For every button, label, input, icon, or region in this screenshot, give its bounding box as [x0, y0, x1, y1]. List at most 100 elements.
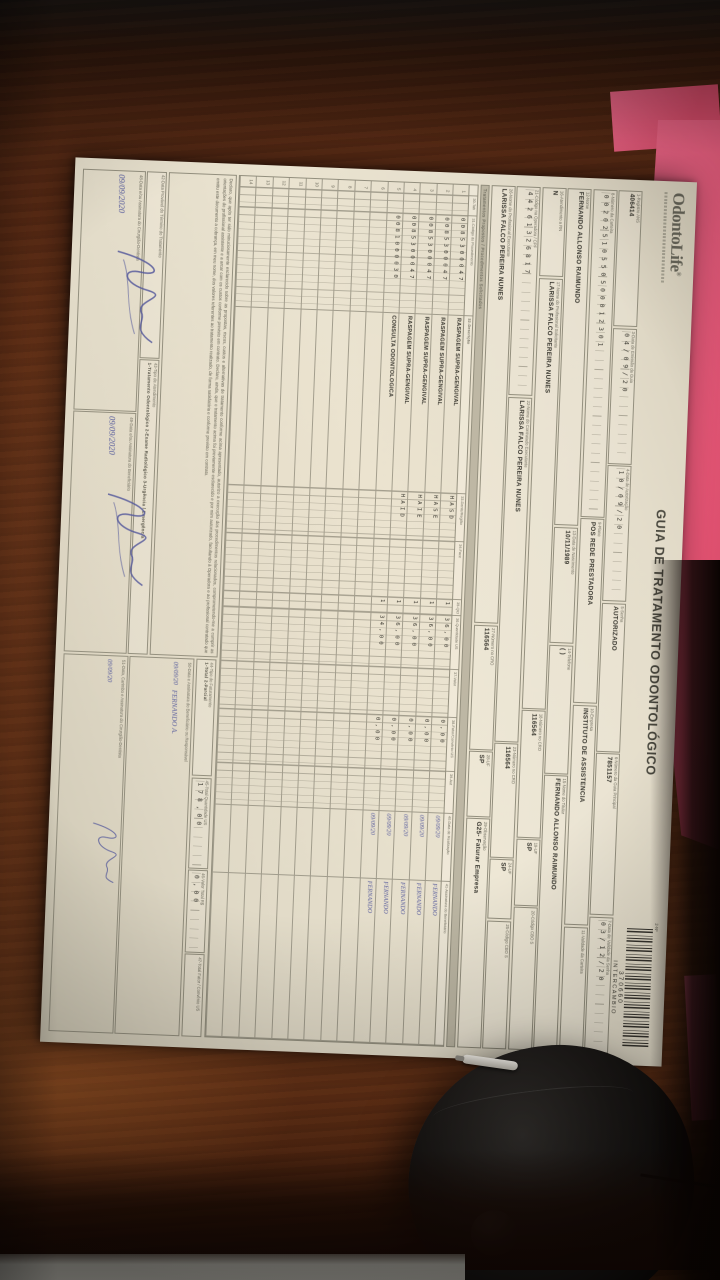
- handwritten-name: FERNANDO A.: [169, 689, 178, 734]
- row-number: 1: [452, 184, 469, 197]
- row-number: 11: [289, 178, 305, 190]
- completion-date-cell: [228, 805, 247, 874]
- tooth-region-cell: HASD: [439, 493, 457, 542]
- tooth-region-cell: [242, 485, 260, 535]
- aut-cell: [428, 771, 446, 814]
- document-wrapper: OdontoLife® GUIA DE TRATAMENTO ODONTOLÓG…: [39, 157, 697, 1067]
- us-quantity-cell: [237, 607, 255, 662]
- form-field: 28-UF SP: [465, 751, 493, 818]
- dental-treatment-guide-form: OdontoLife® GUIA DE TRATAMENTO ODONTOLÓG…: [39, 157, 697, 1067]
- row-number: 10: [305, 178, 322, 191]
- completion-date-cell: 09/09/20: [359, 810, 378, 880]
- aut-cell: [297, 765, 315, 809]
- tooth-region-cell: HASE: [422, 492, 440, 542]
- handwritten-signature: FERNANDO: [414, 882, 422, 916]
- quantity-cell: [305, 593, 322, 611]
- face-cell: [420, 540, 439, 600]
- value-cell: [399, 667, 417, 717]
- us-quantity-cell: [302, 609, 321, 665]
- tooth-region-cell: [357, 490, 375, 539]
- shadow-right: [650, 560, 720, 1280]
- col-header-value: 37-Valor: [448, 669, 459, 719]
- barcode: [621, 928, 653, 1050]
- value-cell: [268, 662, 286, 712]
- bottom-left-column: Declaro, que após ter sido minuciosament…: [63, 168, 237, 658]
- form-field: 7-Data de Validade da Senha 03/12/20: [583, 916, 614, 1054]
- face-cell: [272, 534, 291, 594]
- completion-date-cell: 09/09/20: [408, 812, 428, 881]
- field-value: SP: [477, 754, 485, 764]
- form-field: 27-Número no CRO 116564: [468, 624, 498, 751]
- handwritten-date: 09/09/20: [417, 814, 425, 837]
- aut-cell: [378, 769, 397, 812]
- row-number: 5: [387, 181, 404, 194]
- row-number: 7: [354, 180, 371, 193]
- row-number: 14: [239, 176, 256, 188]
- factor-cell: [265, 710, 284, 766]
- form-field: 19-UF SP: [513, 838, 540, 907]
- value-cell: [235, 661, 253, 710]
- tooth-region-cell: [275, 486, 293, 536]
- face-cell: [403, 539, 422, 599]
- col-header-tooth-region: 33-Dente/Região: [455, 493, 466, 543]
- us-quantity-cell: [319, 610, 337, 666]
- form-field: 14-Telefone ( ): [544, 644, 574, 775]
- aut-cell: [215, 762, 233, 806]
- completion-date-cell: [277, 807, 297, 876]
- aut-cell: [231, 763, 249, 806]
- bottom-right-column: 44-Tipo do Faturamento 1-Total 2-Parcial…: [47, 653, 217, 1038]
- quantity-cell: [288, 593, 305, 610]
- row-number: 6: [371, 181, 387, 193]
- value-cell: [300, 663, 319, 713]
- completion-date-cell: [343, 809, 362, 879]
- form-field: 1-Registro ANS 406414: [613, 190, 643, 328]
- aut-cell: [280, 765, 298, 808]
- odontolife-logo: OdontoLife®: [658, 192, 688, 363]
- factor-cell: [233, 709, 251, 764]
- signature-field: 48-Data e/ou Assinatura do Cirurgião-Den…: [72, 168, 156, 412]
- completion-date-cell: [294, 807, 313, 877]
- value-cell: [317, 664, 335, 714]
- us-quantity-cell: [220, 606, 239, 662]
- col-header-aut: 39-Aut: [444, 771, 455, 815]
- value-cell: [219, 660, 237, 710]
- factor-cell: [298, 711, 317, 767]
- completion-date-cell: [261, 806, 280, 876]
- tooth-region-cell: [373, 490, 391, 540]
- tab-cell: [304, 189, 321, 211]
- form-field: 11-Validade da Carteira: [558, 926, 588, 1053]
- value-cell: [382, 667, 401, 716]
- completion-date-cell: [212, 804, 231, 874]
- us-quantity-cell: 34,00: [368, 612, 386, 668]
- signature-field: 50-Data e Assinatura do Beneficiário ou …: [114, 656, 195, 1037]
- value-cell: [251, 661, 270, 711]
- us-quantity-cell: 36,00: [384, 613, 403, 668]
- table-body: 1 0085300047 RASPAGEM SUPRA-GENGIVAL HAS…: [204, 175, 469, 1046]
- factor-cell: [331, 713, 350, 768]
- quantity-cell: [239, 591, 256, 608]
- field-value: SP: [498, 862, 507, 872]
- row-number: 13: [256, 176, 273, 189]
- tab-cell: [435, 194, 452, 216]
- tooth-region-cell: [307, 488, 326, 537]
- us-quantity-cell: [351, 611, 370, 667]
- tab-cell: [370, 192, 387, 213]
- face-cell: [305, 536, 324, 595]
- row-number: 12: [272, 177, 289, 189]
- us-quantity-cell: 36,00: [417, 614, 436, 670]
- aut-cell: [411, 770, 429, 814]
- face-cell: [223, 532, 242, 592]
- aut-cell: [264, 764, 282, 808]
- tooth-region-cell: [226, 484, 244, 534]
- row-number: 3: [420, 183, 436, 195]
- us-quantity-cell: [253, 607, 272, 663]
- factor-cell: 0,00: [429, 717, 448, 772]
- tooth-region-cell: HAIE: [406, 492, 424, 541]
- col-header-quantity: 35-Qtd: [452, 599, 462, 617]
- factor-cell: [216, 708, 235, 764]
- us-quantity-cell: [286, 609, 305, 664]
- aut-cell: [329, 767, 347, 810]
- tab-cell: [337, 190, 354, 212]
- form-field: 6-Número da Guia Principal 7851157: [589, 753, 621, 917]
